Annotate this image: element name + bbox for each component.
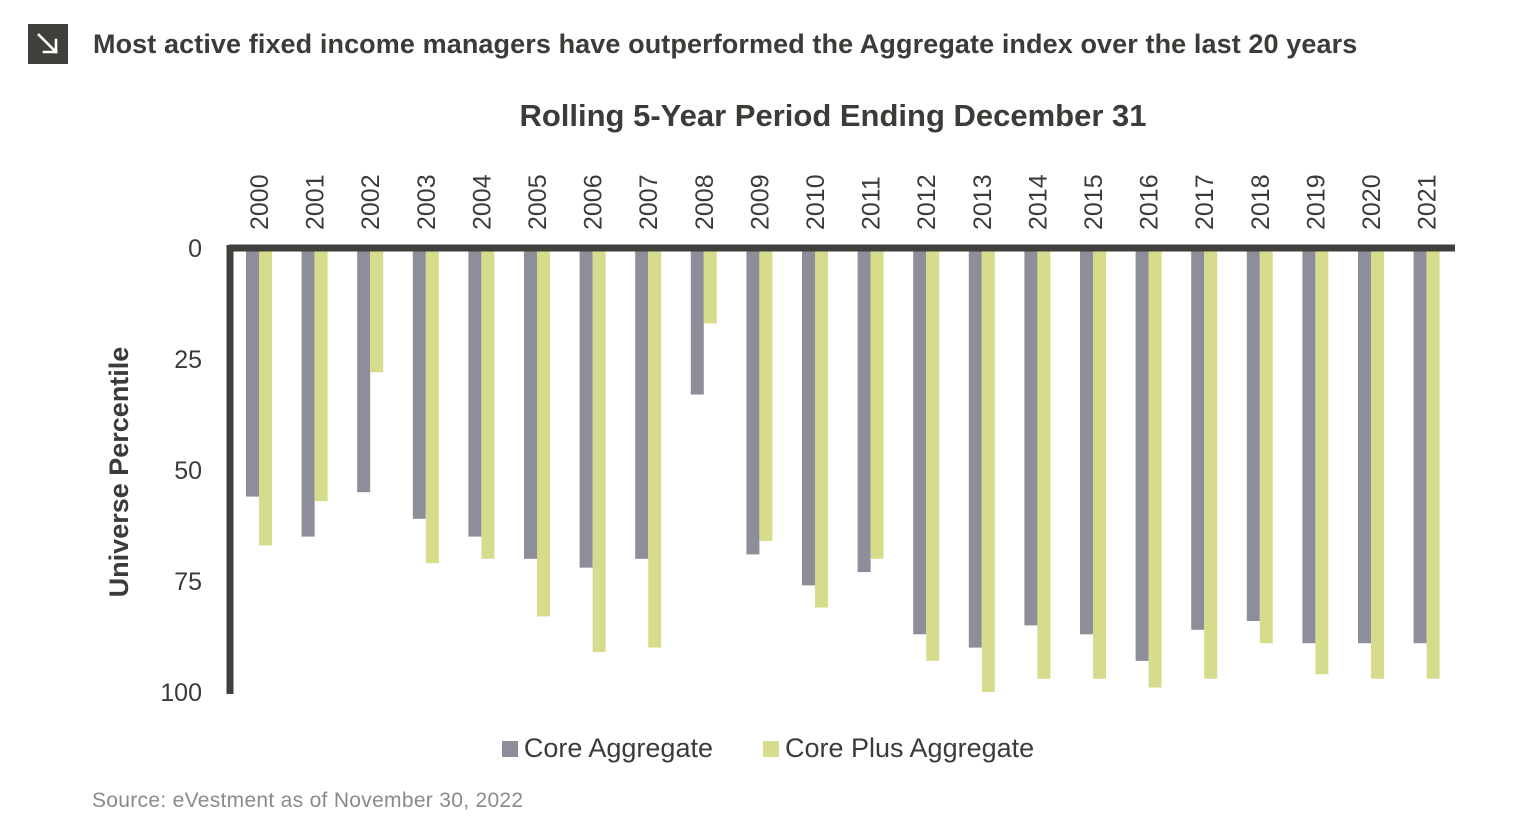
bar-core-plus-aggregate-2018 — [1259, 248, 1273, 644]
x-tick-label-2015: 2015 — [1080, 174, 1108, 230]
bar-core-plus-aggregate-2004 — [481, 248, 495, 559]
x-tick-label-2009: 2009 — [746, 174, 774, 230]
y-tick-label-25: 25 — [174, 346, 202, 374]
x-tick-label-2010: 2010 — [802, 174, 830, 230]
x-tick-label-2000: 2000 — [246, 174, 274, 230]
bar-core-aggregate-2016 — [1135, 248, 1149, 661]
legend-item-core-aggregate: Core Aggregate — [501, 733, 713, 764]
bar-core-aggregate-2014 — [1024, 248, 1038, 626]
bar-core-plus-aggregate-2003 — [425, 248, 439, 564]
chart-title: Rolling 5-Year Period Ending December 31 — [519, 98, 1146, 133]
bar-core-plus-aggregate-2020 — [1371, 248, 1384, 679]
bar-core-aggregate-2001 — [301, 248, 315, 537]
bar-core-aggregate-2011 — [857, 248, 871, 573]
bar-core-aggregate-2004 — [468, 248, 482, 537]
x-tick-label-2021: 2021 — [1414, 174, 1442, 230]
bar-core-plus-aggregate-2011 — [870, 248, 884, 559]
x-tick-label-2007: 2007 — [635, 174, 663, 230]
bar-core-aggregate-2009 — [746, 248, 760, 555]
legend-label-core-aggregate: Core Aggregate — [523, 733, 713, 763]
legend-swatch-core-aggregate — [501, 740, 518, 757]
bar-core-aggregate-2007 — [635, 248, 649, 559]
bar-core-plus-aggregate-2005 — [537, 248, 550, 617]
legend-label-core-plus-aggregate: Core Plus Aggregate — [784, 733, 1035, 763]
bar-core-aggregate-2002 — [357, 248, 371, 493]
bar-core-plus-aggregate-2000 — [259, 248, 272, 546]
x-tick-label-2019: 2019 — [1302, 174, 1330, 230]
arrow-down-right-icon — [28, 24, 68, 64]
x-tick-label-2006: 2006 — [580, 174, 608, 230]
legend-swatch-core-plus-aggregate — [762, 740, 779, 757]
bar-core-aggregate-2003 — [412, 248, 426, 519]
plot-area: 2000 2001 2002 2003 2004 2005 2006 2007 2008 2009… — [160, 174, 1455, 707]
bar-core-aggregate-2019 — [1302, 248, 1316, 644]
x-tick-label-2001: 2001 — [302, 174, 330, 230]
bar-core-aggregate-2021 — [1413, 248, 1427, 644]
bar-core-plus-aggregate-2001 — [314, 248, 328, 502]
x-tick-label-2013: 2013 — [969, 174, 997, 230]
bar-core-plus-aggregate-2009 — [759, 248, 773, 541]
source-note: Source: eVestment as of November 30, 202… — [92, 789, 524, 812]
bar-core-aggregate-2018 — [1246, 248, 1260, 621]
x-tick-label-2014: 2014 — [1024, 174, 1052, 230]
y-axis-label: Universe Percentile — [104, 347, 134, 598]
bar-core-plus-aggregate-2008 — [703, 248, 717, 324]
bar-core-plus-aggregate-2002 — [370, 248, 384, 373]
y-tick-label-50: 50 — [174, 457, 202, 485]
x-tick-label-2003: 2003 — [413, 174, 441, 230]
bar-core-plus-aggregate-2015 — [1093, 248, 1106, 679]
bar-core-plus-aggregate-2007 — [648, 248, 662, 648]
x-tick-label-2020: 2020 — [1358, 174, 1386, 230]
bar-core-plus-aggregate-2019 — [1315, 248, 1329, 675]
bar-core-plus-aggregate-2013 — [981, 248, 995, 692]
bar-core-aggregate-2013 — [968, 248, 982, 648]
x-tick-label-2016: 2016 — [1136, 174, 1164, 230]
bar-core-aggregate-2010 — [802, 248, 815, 586]
x-tick-label-2011: 2011 — [858, 176, 886, 230]
bar-core-aggregate-2012 — [913, 248, 927, 635]
bar-core-plus-aggregate-2016 — [1148, 248, 1162, 688]
bar-core-aggregate-2020 — [1358, 248, 1371, 644]
bar-core-plus-aggregate-2012 — [926, 248, 940, 661]
x-tick-label-2018: 2018 — [1247, 174, 1275, 230]
x-tick-label-2002: 2002 — [357, 174, 385, 230]
bar-core-plus-aggregate-2014 — [1037, 248, 1051, 679]
bar-core-plus-aggregate-2010 — [815, 248, 828, 608]
y-tick-label-0: 0 — [188, 235, 202, 263]
bar-core-plus-aggregate-2021 — [1426, 248, 1440, 679]
x-tick-label-2008: 2008 — [691, 174, 719, 230]
x-tick-label-2004: 2004 — [468, 174, 496, 230]
bar-core-aggregate-2005 — [524, 248, 537, 559]
y-tick-label-75: 75 — [174, 568, 202, 596]
legend: Core Aggregate Core Plus Aggregate — [0, 733, 1536, 764]
x-tick-label-2017: 2017 — [1191, 174, 1219, 230]
bar-core-aggregate-2017 — [1191, 248, 1205, 630]
legend-item-core-plus-aggregate: Core Plus Aggregate — [762, 733, 1035, 764]
y-tick-label-100: 100 — [160, 679, 202, 707]
bar-core-aggregate-2000 — [246, 248, 259, 497]
bar-core-aggregate-2006 — [579, 248, 593, 568]
bar-core-plus-aggregate-2006 — [592, 248, 606, 652]
chart-headline: Most active fixed income managers have o… — [93, 28, 1358, 59]
chart-header: Most active fixed income managers have o… — [28, 24, 1357, 64]
bar-core-plus-aggregate-2017 — [1204, 248, 1218, 679]
x-tick-label-2012: 2012 — [913, 174, 941, 230]
bar-core-aggregate-2008 — [690, 248, 704, 395]
bar-core-aggregate-2015 — [1080, 248, 1093, 635]
x-tick-label-2005: 2005 — [524, 174, 552, 230]
